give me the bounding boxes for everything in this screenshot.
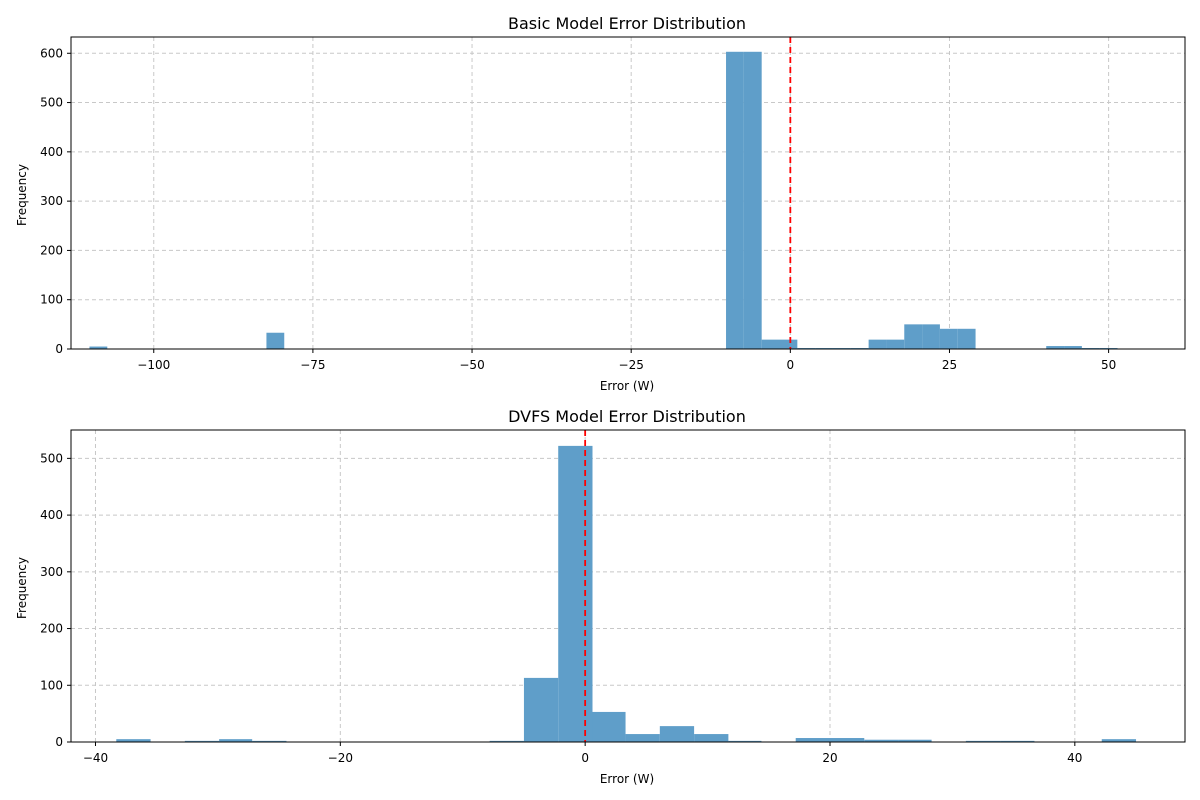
y-tick-label: 0 [55, 735, 63, 749]
histogram-bar [625, 734, 660, 742]
y-tick-label: 500 [40, 451, 63, 465]
histogram-bar [659, 726, 695, 742]
x-tick-label: 0 [581, 751, 589, 765]
x-tick-label: −40 [83, 751, 108, 765]
y-axis-label: Frequency [15, 164, 29, 226]
histogram-bar [743, 51, 762, 349]
chart-title: DVFS Model Error Distribution [508, 407, 746, 426]
histogram-bar [728, 740, 762, 742]
x-tick-label: 0 [787, 358, 795, 372]
basic-model-panel: Basic Model Error Distribution Error (W)… [15, 14, 1186, 393]
y-tick-label: 600 [40, 46, 63, 60]
histogram-bar [939, 328, 958, 349]
histogram-bar [904, 324, 923, 349]
x-axis-label: Error (W) [600, 379, 654, 393]
histogram-bar [761, 339, 780, 349]
y-tick-label: 300 [40, 194, 63, 208]
histogram-bar [886, 339, 905, 349]
x-tick-label: −25 [619, 358, 644, 372]
x-tick-label: −50 [459, 358, 484, 372]
x-tick-label: −75 [300, 358, 325, 372]
y-tick-label: 300 [40, 565, 63, 579]
y-tick-label: 100 [40, 293, 63, 307]
histogram-bar [779, 339, 798, 349]
x-tick-label: −100 [137, 358, 170, 372]
histogram-bar [1064, 346, 1082, 349]
axes-frame [70, 36, 1186, 350]
histogram-bar [523, 677, 559, 742]
y-tick-label: 500 [40, 96, 63, 110]
histogram-bar [184, 740, 220, 742]
histogram-bar [266, 332, 285, 349]
histogram-bar [558, 445, 593, 742]
y-tick-label: 400 [40, 508, 63, 522]
histogram-bar [957, 328, 976, 349]
y-tick-label: 200 [40, 622, 63, 636]
histogram-bar [829, 738, 865, 742]
x-axis-label: Error (W) [600, 772, 654, 786]
y-tick-label: 400 [40, 145, 63, 159]
histogram-bar [89, 346, 108, 349]
histogram-bar [592, 711, 626, 742]
dvfs-model-panel: DVFS Model Error Distribution Error (W) … [15, 407, 1186, 786]
x-tick-label: 50 [1101, 358, 1116, 372]
chart-title: Basic Model Error Distribution [508, 14, 746, 33]
histogram-bar [922, 324, 940, 349]
y-tick-label: 100 [40, 678, 63, 692]
x-tick-label: 20 [822, 751, 837, 765]
histogram-bar [1000, 740, 1035, 742]
histogram-bar [965, 740, 1001, 742]
histogram-bar [726, 51, 744, 349]
histogram-bar [795, 738, 830, 742]
x-tick-label: 40 [1067, 751, 1082, 765]
y-tick-label: 200 [40, 243, 63, 257]
x-tick-label: −20 [328, 751, 353, 765]
histogram-bar [868, 339, 887, 349]
x-tick-label: 25 [942, 358, 957, 372]
axes-frame [70, 429, 1186, 743]
histogram-bar [898, 739, 932, 742]
histogram-bar [219, 739, 253, 742]
histogram-bar [116, 739, 151, 742]
histogram-bar [1046, 346, 1065, 349]
histogram-bar [1101, 739, 1137, 742]
histogram-bar [864, 739, 899, 742]
histogram-bar [252, 740, 287, 742]
histogram-bar [694, 734, 729, 742]
histogram-bar [489, 740, 524, 742]
y-tick-label: 0 [55, 342, 63, 356]
y-axis-label: Frequency [15, 557, 29, 619]
